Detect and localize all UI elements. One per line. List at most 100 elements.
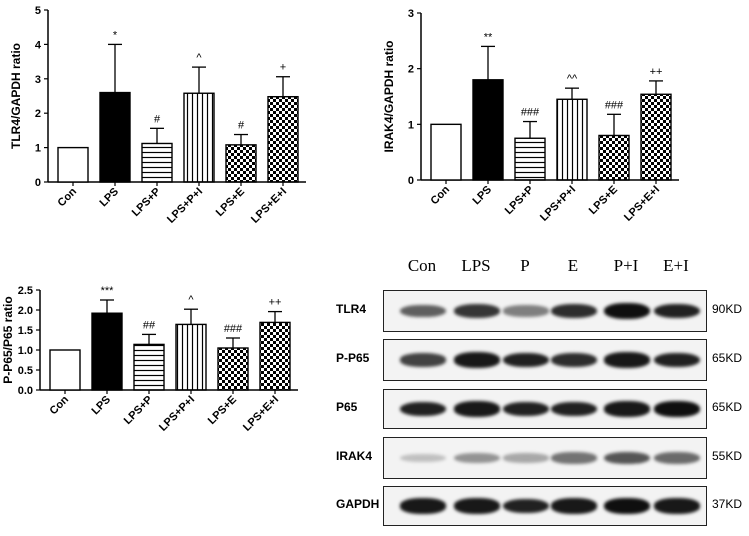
bar bbox=[598, 134, 630, 181]
y-axis-title: TLR4/GAPDH ratio bbox=[9, 43, 23, 149]
molecular-weight-label: 55KD bbox=[712, 449, 743, 463]
bar bbox=[141, 142, 173, 183]
y-axis-title: P-P65/P65 ratio bbox=[1, 296, 15, 383]
blot-row bbox=[383, 486, 707, 526]
protein-band bbox=[454, 498, 500, 514]
x-tick-label: LPS+E bbox=[206, 394, 239, 427]
irak4-chart-svg: 0 1 2 3 IRAK4/GAPDH ratio Con ** LPS ### LPS+P ^^ L… bbox=[382, 8, 679, 224]
significance-marker: ### bbox=[224, 323, 243, 335]
pp65-chart: 0.0 0.5 1.0 1.5 2.0 2.5 P-P65/P65 ratio Con *** L… bbox=[0, 278, 330, 531]
x-tick-label: LPS bbox=[89, 394, 113, 418]
bar bbox=[472, 79, 504, 181]
protein-band bbox=[604, 352, 650, 368]
protein-label: GAPDH bbox=[336, 497, 380, 511]
lane-label: P+I bbox=[613, 256, 639, 275]
molecular-weight-label: 65KD bbox=[712, 351, 743, 365]
y-tick-label: 4 bbox=[35, 39, 42, 51]
protein-band bbox=[454, 304, 500, 318]
protein-label: P-P65 bbox=[336, 351, 370, 365]
blot-row bbox=[383, 437, 707, 479]
bar bbox=[225, 144, 257, 183]
y-tick-label: 0.0 bbox=[18, 385, 33, 397]
x-tick-label: LPS+E+I bbox=[249, 186, 289, 226]
bar bbox=[49, 349, 81, 391]
y-tick-label: 1 bbox=[35, 143, 41, 155]
y-tick-label: 1 bbox=[408, 119, 414, 131]
significance-marker: ^ bbox=[188, 294, 194, 306]
protein-band bbox=[654, 452, 700, 464]
bar bbox=[99, 91, 131, 183]
protein-band bbox=[654, 352, 700, 368]
bar bbox=[259, 321, 291, 391]
x-tick-label: Con bbox=[56, 185, 80, 209]
significance-marker: ## bbox=[143, 319, 156, 331]
protein-band bbox=[551, 401, 597, 417]
x-tick-label: LPS+P+I bbox=[157, 394, 197, 434]
y-tick-label: 1.5 bbox=[18, 325, 33, 337]
lane-label: E+I bbox=[663, 256, 689, 275]
protein-band bbox=[551, 452, 597, 464]
tlr4-chart-svg: 0 1 2 3 4 5 TLR4/GAPDH ratio Con * LPS # LPS+P ^ LPS+… bbox=[9, 5, 306, 226]
y-tick-label: 2 bbox=[35, 108, 41, 120]
protein-band bbox=[503, 305, 549, 317]
protein-band bbox=[454, 352, 500, 368]
x-tick-label: LPS+P bbox=[503, 184, 536, 217]
y-axis-title: IRAK4/GAPDH ratio bbox=[382, 40, 396, 152]
x-tick-label: LPS+P bbox=[130, 186, 163, 219]
bar bbox=[556, 98, 588, 181]
x-tick-label: Con bbox=[429, 183, 453, 207]
x-tick-label: LPS bbox=[470, 184, 494, 208]
bar bbox=[430, 123, 462, 181]
protein-band bbox=[503, 352, 549, 368]
lane-label: P bbox=[520, 256, 530, 275]
x-tick-label: LPS+P bbox=[122, 394, 155, 427]
lane-label: Con bbox=[407, 256, 437, 275]
protein-band bbox=[604, 401, 650, 417]
y-tick-label: 3 bbox=[35, 74, 41, 86]
protein-label: P65 bbox=[336, 400, 358, 414]
y-tick-label: 2 bbox=[408, 64, 414, 76]
x-tick-label: LPS+E+I bbox=[241, 394, 281, 434]
protein-band bbox=[503, 453, 549, 463]
protein-band bbox=[400, 304, 446, 318]
y-tick-label: 0.5 bbox=[18, 365, 33, 377]
significance-marker: # bbox=[238, 120, 245, 132]
pp65-chart-svg: 0.0 0.5 1.0 1.5 2.0 2.5P-P65/P65 ratio Con *** L… bbox=[1, 285, 298, 434]
significance-marker: * bbox=[113, 29, 118, 41]
significance-marker: # bbox=[154, 113, 161, 125]
western-blot-panel: Con LPS P E P+I E+I TLR4 90KD P-P65 65KD P65 65KD IR… bbox=[330, 250, 749, 531]
significance-marker: ^ bbox=[196, 52, 202, 64]
molecular-weight-label: 65KD bbox=[712, 400, 743, 414]
bar bbox=[133, 343, 165, 391]
x-tick-label: LPS+P+I bbox=[165, 186, 205, 226]
y-tick-label: 1.0 bbox=[18, 345, 33, 357]
significance-marker: ### bbox=[605, 99, 624, 111]
protein-label: TLR4 bbox=[336, 302, 366, 316]
x-tick-label: LPS+E bbox=[587, 184, 620, 217]
bar bbox=[57, 146, 89, 183]
protein-label: IRAK4 bbox=[336, 449, 373, 463]
protein-band bbox=[454, 401, 500, 417]
y-tick-label: 2.0 bbox=[18, 305, 33, 317]
lane-label: LPS bbox=[461, 256, 491, 275]
x-tick-label: LPS bbox=[97, 186, 121, 210]
y-tick-label: 0 bbox=[35, 177, 41, 189]
bar bbox=[514, 137, 546, 181]
protein-band bbox=[551, 303, 597, 319]
significance-marker: ### bbox=[521, 107, 540, 119]
significance-marker: ++ bbox=[650, 66, 663, 78]
bar bbox=[91, 312, 123, 391]
irak4-chart: 0 1 2 3 IRAK4/GAPDH ratio Con ** LPS ### LPS+P ^^ L… bbox=[375, 0, 749, 235]
significance-marker: ^^ bbox=[567, 73, 578, 85]
blot-row bbox=[383, 389, 707, 429]
protein-band bbox=[604, 303, 650, 319]
protein-band bbox=[604, 451, 650, 465]
protein-band bbox=[551, 352, 597, 368]
x-tick-label: LPS+P+I bbox=[538, 184, 578, 224]
blot-row bbox=[383, 290, 707, 332]
bar bbox=[640, 93, 672, 181]
significance-marker: *** bbox=[101, 285, 115, 297]
protein-band bbox=[654, 498, 700, 514]
significance-marker: ++ bbox=[269, 297, 282, 309]
molecular-weight-label: 37KD bbox=[712, 497, 743, 511]
